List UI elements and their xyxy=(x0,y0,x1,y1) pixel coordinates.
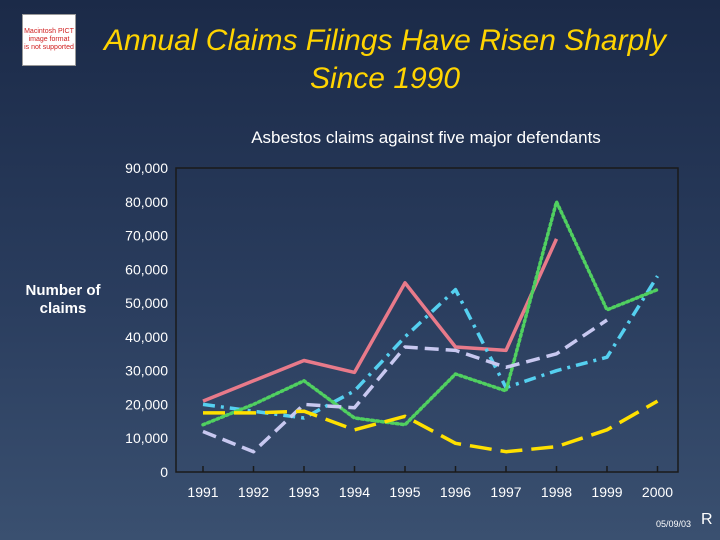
y-axis-label: Number of claims xyxy=(25,282,101,317)
series-line-3 xyxy=(201,200,660,427)
logo-placeholder: Macintosh PICT image format is not suppo… xyxy=(22,14,76,66)
y-tick-label: 40,000 xyxy=(125,329,168,345)
y-tick-label: 30,000 xyxy=(125,363,168,379)
y-tick-label: 60,000 xyxy=(125,261,168,277)
y-tick-label: 80,000 xyxy=(125,194,168,210)
x-tick-label: 1998 xyxy=(541,484,572,500)
y-tick-label: 20,000 xyxy=(125,396,168,412)
x-tick-label: 1999 xyxy=(591,484,622,500)
y-tick-label: 10,000 xyxy=(125,430,168,446)
x-tick-label: 1994 xyxy=(339,484,370,500)
x-tick-label: 1995 xyxy=(389,484,420,500)
y-tick-label: 70,000 xyxy=(125,228,168,244)
x-tick-label: 1997 xyxy=(490,484,521,500)
logo-text: Macintosh PICT image format is not suppo… xyxy=(24,28,74,51)
y-tick-label: 0 xyxy=(160,464,168,480)
y-tick-label: 90,000 xyxy=(125,160,168,176)
x-tick-label: 1992 xyxy=(238,484,269,500)
chart-title: Asbestos claims against five major defen… xyxy=(251,128,601,147)
x-tick-label: 1996 xyxy=(440,484,471,500)
slide-title: Annual Claims Filings Have Risen Sharply… xyxy=(104,24,666,95)
y-tick-label: 50,000 xyxy=(125,295,168,311)
plot-area xyxy=(175,167,679,473)
x-tick-label: 1991 xyxy=(187,484,218,500)
x-tick-label: 2000 xyxy=(642,484,673,500)
x-tick-label: 1993 xyxy=(288,484,319,500)
series-line-4 xyxy=(202,318,608,454)
series-line-2 xyxy=(202,275,659,420)
series-line-1 xyxy=(202,238,559,403)
series-line-5 xyxy=(203,399,659,454)
footer-mark: R xyxy=(701,511,713,528)
footer-date: 05/09/03 xyxy=(656,519,692,529)
